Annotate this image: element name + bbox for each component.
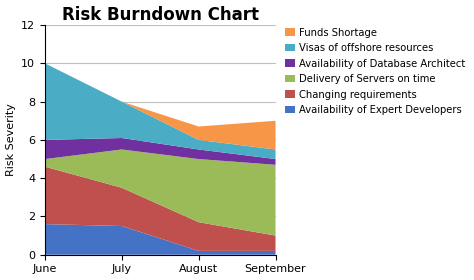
Legend: Funds Shortage, Visas of offshore resources, Availability of Database Architect,: Funds Shortage, Visas of offshore resour… bbox=[283, 25, 467, 117]
Y-axis label: Risk Severity: Risk Severity bbox=[6, 104, 16, 176]
Title: Risk Burndown Chart: Risk Burndown Chart bbox=[62, 6, 259, 24]
